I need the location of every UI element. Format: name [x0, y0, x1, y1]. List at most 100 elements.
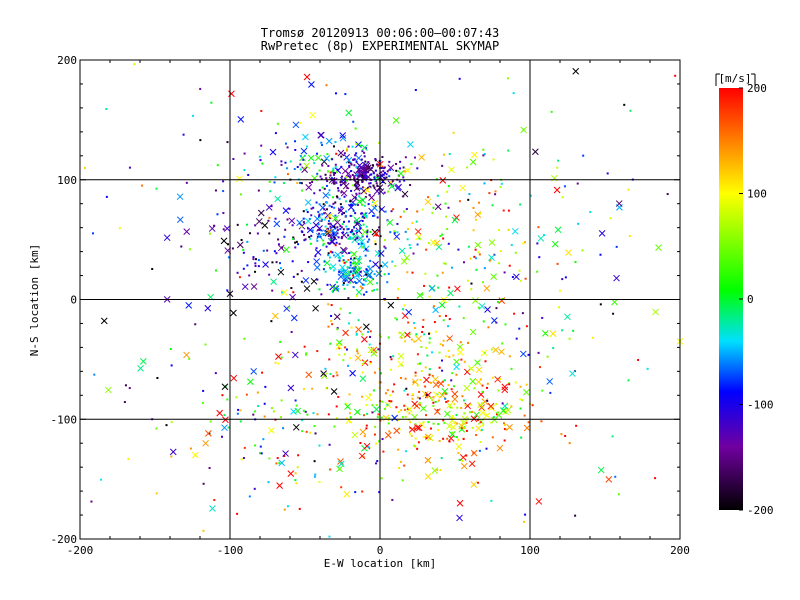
data-point-dot: [414, 445, 417, 448]
data-point-dot: [442, 419, 445, 422]
data-point-cross: [344, 403, 351, 410]
data-point-dot: [361, 215, 364, 218]
data-point-dot: [262, 438, 265, 441]
data-point-dot: [398, 428, 401, 431]
data-point-dot: [524, 241, 527, 244]
data-point-dot: [355, 281, 358, 284]
data-point-dot: [365, 424, 368, 427]
data-point-dot: [384, 210, 387, 213]
data-point-dot: [438, 315, 441, 318]
data-point-dot: [416, 362, 419, 365]
data-point-dot: [351, 204, 354, 207]
data-point-dot: [364, 177, 367, 180]
data-point-dot: [351, 231, 354, 234]
data-point-dot: [268, 180, 271, 183]
data-point-dot: [512, 92, 515, 95]
data-point-dot: [279, 416, 282, 419]
data-point-dot: [289, 160, 292, 163]
data-point-cross: [655, 244, 662, 251]
data-point-dot: [341, 213, 344, 216]
data-point-dot: [375, 462, 378, 465]
data-point-dot: [574, 514, 577, 517]
data-point-dot: [372, 389, 375, 392]
data-point-dot: [273, 250, 276, 253]
data-point-dot: [338, 197, 341, 200]
data-point-dot: [322, 244, 325, 247]
data-point-dot: [348, 164, 351, 167]
data-point-dot: [222, 180, 225, 183]
data-point-dot: [300, 182, 303, 185]
data-point-dot: [344, 279, 347, 282]
data-point-dot: [283, 508, 286, 511]
data-point-dot: [439, 343, 442, 346]
data-point-dot: [415, 220, 418, 223]
data-point-dot: [355, 192, 358, 195]
data-point-dot: [549, 391, 552, 394]
data-point-cross: [236, 241, 244, 249]
data-point-cross: [387, 164, 395, 172]
data-point-dot: [479, 212, 482, 215]
data-point-dot: [363, 435, 366, 438]
data-point-dot: [367, 446, 370, 449]
data-point-dot: [214, 189, 217, 192]
data-point-dot: [339, 227, 342, 230]
data-point-dot: [437, 286, 440, 289]
data-point-dot: [359, 441, 362, 444]
data-point-dot: [299, 121, 302, 124]
data-point-cross: [388, 183, 396, 190]
data-point-dot: [374, 159, 377, 162]
data-point-cross: [336, 465, 343, 473]
data-point-dot: [339, 307, 342, 310]
data-point-dot: [437, 423, 440, 426]
data-point-dot: [301, 430, 304, 433]
data-point-cross: [325, 227, 333, 235]
data-point-dot: [367, 161, 370, 164]
data-point-cross: [169, 448, 177, 456]
data-point-dot: [274, 361, 277, 364]
data-point-dot: [327, 220, 330, 223]
data-point-dot: [442, 237, 445, 240]
data-point-cross: [353, 272, 361, 279]
data-point-dot: [483, 267, 486, 270]
data-point-dot: [393, 231, 396, 234]
data-point-dot: [338, 270, 341, 273]
data-point-dot: [343, 152, 346, 155]
data-point-dot: [347, 364, 350, 367]
data-point-dot: [209, 420, 212, 423]
data-point-dot: [374, 243, 377, 246]
data-point-dot: [335, 152, 338, 155]
data-point-dot: [268, 457, 271, 460]
data-point-dot: [409, 184, 412, 187]
data-point-dot: [351, 145, 354, 148]
data-point-dot: [349, 416, 352, 419]
data-point-cross: [314, 154, 322, 162]
data-point-dot: [393, 383, 396, 386]
data-point-cross: [483, 412, 491, 419]
data-point-dot: [284, 161, 287, 164]
data-point-dot: [458, 305, 461, 308]
data-point-dot: [466, 279, 469, 282]
data-point-dot: [450, 388, 453, 391]
data-point-cross: [313, 264, 321, 271]
data-point-dot: [313, 425, 316, 428]
data-point-dot: [442, 262, 445, 265]
data-point-dot: [438, 351, 441, 354]
data-point-dot: [336, 226, 339, 229]
data-point-dot: [141, 184, 144, 187]
data-point-dot: [499, 186, 502, 189]
data-point-dot: [546, 355, 549, 358]
data-point-dot: [460, 406, 463, 409]
data-point-dot: [288, 306, 291, 309]
data-point-dot: [353, 177, 356, 180]
data-point-dot: [447, 384, 450, 387]
data-point-dot: [344, 181, 347, 184]
data-point-dot: [654, 477, 657, 480]
data-point-cross: [271, 312, 279, 320]
data-point-dot: [332, 169, 335, 172]
data-point-dot: [527, 353, 530, 356]
data-point-dot: [500, 182, 503, 185]
data-point-cross: [541, 330, 549, 337]
data-point-dot: [294, 246, 297, 249]
data-point-dot: [309, 431, 312, 434]
data-point-cross: [446, 402, 454, 409]
